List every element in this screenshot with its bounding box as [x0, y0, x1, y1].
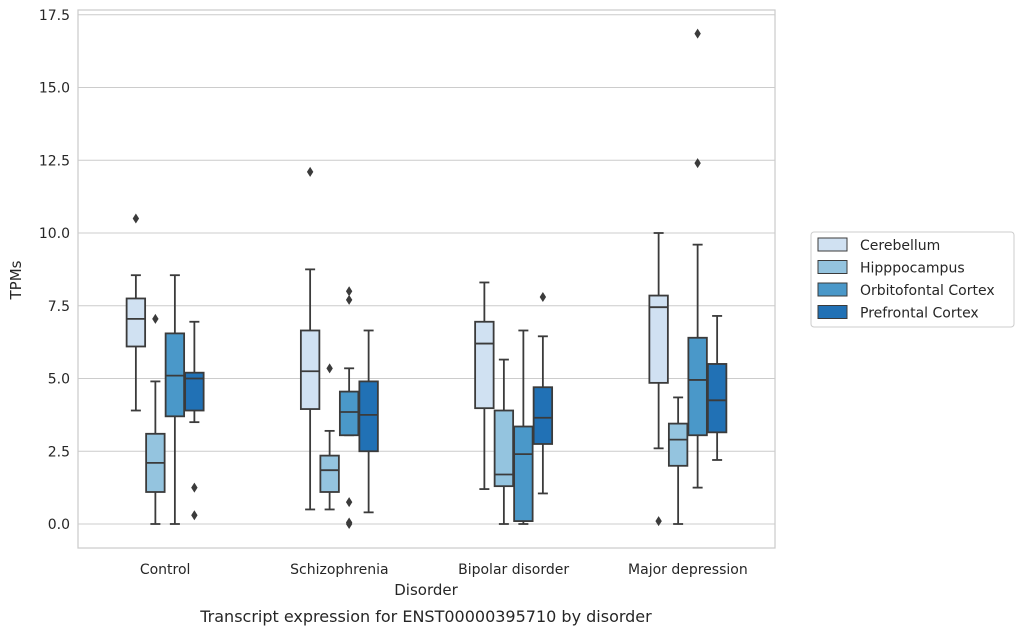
y-tick-label: 12.5 — [39, 153, 70, 169]
x-axis-ticks: Control Schizophrenia Bipolar disorder Majo… — [140, 562, 748, 578]
box-body — [513, 425, 534, 522]
box-cerebellum — [299, 166, 321, 511]
plot-frame — [77, 9, 776, 549]
box-prefrontal-cortex — [532, 292, 554, 495]
outlier-point — [345, 497, 353, 508]
box-prefrontal-cortex — [706, 315, 728, 461]
outlier-point — [655, 516, 662, 527]
y-tick-label: 15.0 — [39, 81, 70, 97]
legend-label: Prefrontal Cortex — [860, 306, 979, 322]
x-tick-label: Control — [140, 562, 191, 578]
box-orbitofontal-cortex — [513, 329, 534, 525]
box-cerebellum — [474, 281, 495, 490]
box-body — [319, 454, 340, 493]
legend-label: Cerebellum — [860, 238, 940, 254]
legend-swatch — [817, 282, 848, 297]
y-axis-ticks: 0.0 2.5 5.0 7.5 10.0 12.5 15.0 17.5 — [39, 8, 70, 533]
outlier-point — [191, 510, 198, 521]
outlier-point — [132, 213, 140, 224]
y-tick-label: 17.5 — [39, 8, 70, 24]
box-orbitofontal-cortex — [338, 286, 360, 529]
box-body — [493, 409, 515, 488]
y-tick-label: 10.0 — [39, 226, 70, 242]
legend-swatch — [817, 260, 848, 274]
chart-title: Transcript expression for ENST0000039571… — [199, 607, 652, 626]
outlier-point — [306, 166, 314, 177]
outlier-point — [326, 363, 333, 374]
legend-swatch — [817, 305, 848, 319]
x-tick-label: Bipolar disorder — [458, 562, 569, 578]
box-body — [184, 371, 205, 412]
outlier-point — [345, 519, 353, 529]
outlier-point — [694, 158, 701, 169]
box-groups — [125, 28, 728, 529]
box-body — [299, 329, 321, 410]
box-body — [358, 380, 379, 453]
box-body — [532, 386, 554, 445]
box-body — [648, 294, 669, 384]
box-body — [125, 297, 147, 348]
plot-background — [78, 10, 775, 548]
box-cerebellum — [648, 232, 669, 527]
box-cerebellum — [125, 213, 147, 412]
box-orbitofontal-cortex — [687, 28, 708, 489]
box-body — [338, 390, 360, 437]
outlier-point — [191, 482, 198, 493]
y-tick-label: 7.5 — [48, 299, 70, 315]
box-body — [667, 422, 689, 467]
box-prefrontal-cortex — [358, 329, 379, 514]
box-body — [687, 336, 708, 437]
y-axis-label: TPMs — [7, 260, 25, 300]
outlier-point — [345, 294, 353, 305]
box-body — [706, 363, 728, 434]
box-hipppocampus — [319, 363, 340, 511]
y-tick-label: 5.0 — [48, 372, 70, 388]
y-tick-label: 2.5 — [48, 444, 70, 460]
outlier-point — [345, 286, 353, 297]
legend: Cerebellum Hipppocampus Orbitofontal Corte… — [810, 231, 1015, 328]
outlier-point — [539, 292, 547, 303]
box-body — [474, 320, 495, 410]
x-tick-label: Schizophrenia — [290, 562, 388, 578]
outlier-point — [152, 313, 159, 324]
x-axis-label: Disorder — [394, 581, 458, 599]
x-tick-label: Major depression — [628, 562, 748, 578]
box-prefrontal-cortex — [184, 320, 205, 521]
legend-label: Hipppocampus — [860, 261, 965, 277]
box-hipppocampus — [493, 358, 515, 525]
outlier-point — [694, 28, 701, 39]
box-hipppocampus — [667, 396, 689, 525]
box-hipppocampus — [145, 313, 166, 525]
legend-swatch — [817, 237, 848, 252]
y-tick-label: 0.0 — [48, 517, 70, 533]
legend-label: Orbitofontal Cortex — [860, 283, 995, 299]
box-orbitofontal-cortex — [164, 274, 186, 525]
legend-frame — [810, 231, 1015, 328]
